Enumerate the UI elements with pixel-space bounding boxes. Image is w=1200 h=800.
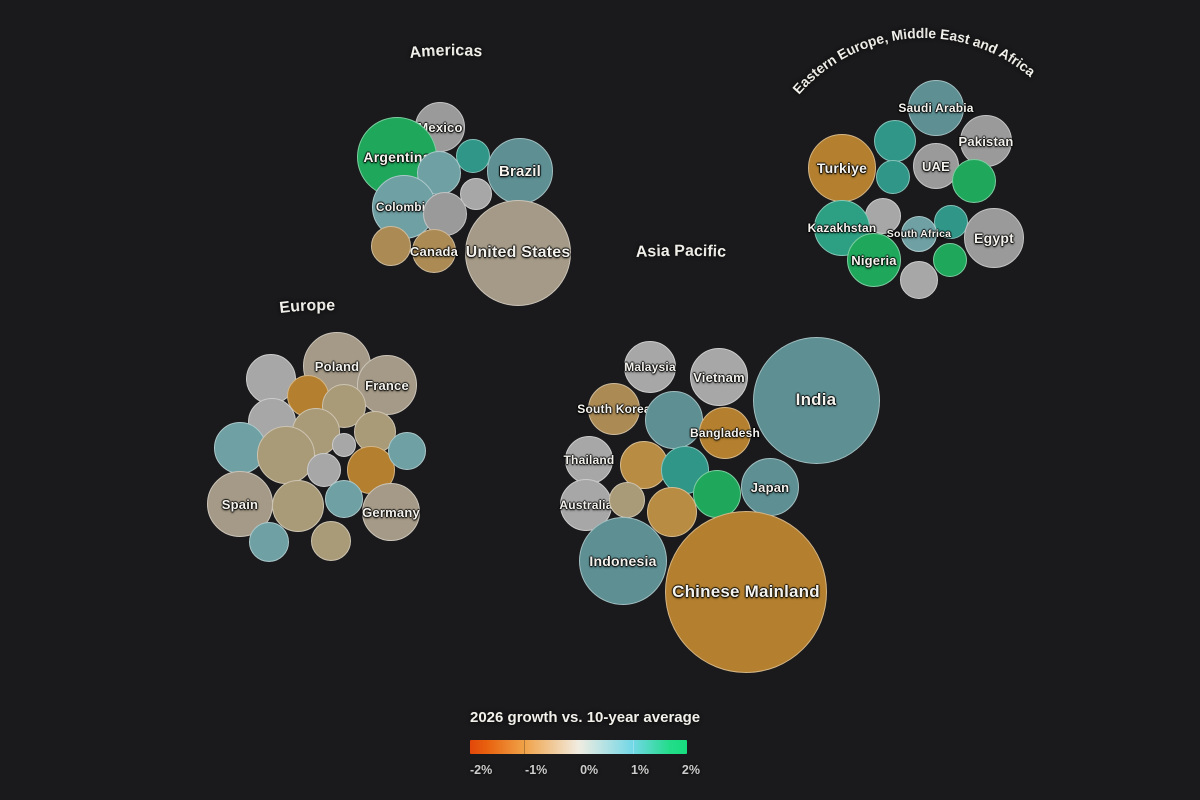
svg-text:Asia Pacific: Asia Pacific — [635, 243, 726, 261]
svg-text:Americas: Americas — [409, 42, 483, 62]
svg-text:Eastern Europe, Middle East an: Eastern Europe, Middle East and Africa — [789, 25, 1038, 97]
svg-text:Europe: Europe — [279, 297, 336, 317]
